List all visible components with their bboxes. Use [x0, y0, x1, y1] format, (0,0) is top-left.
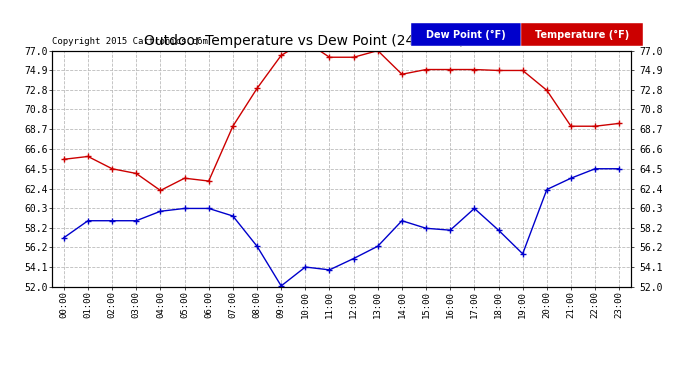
FancyBboxPatch shape: [411, 24, 521, 46]
Text: Copyright 2015 Cartronics.com: Copyright 2015 Cartronics.com: [52, 37, 208, 46]
Text: Dew Point (°F): Dew Point (°F): [426, 30, 506, 40]
Text: Temperature (°F): Temperature (°F): [535, 30, 629, 40]
FancyBboxPatch shape: [521, 24, 643, 46]
Title: Outdoor Temperature vs Dew Point (24 Hours) 20150806: Outdoor Temperature vs Dew Point (24 Hou…: [144, 34, 539, 48]
